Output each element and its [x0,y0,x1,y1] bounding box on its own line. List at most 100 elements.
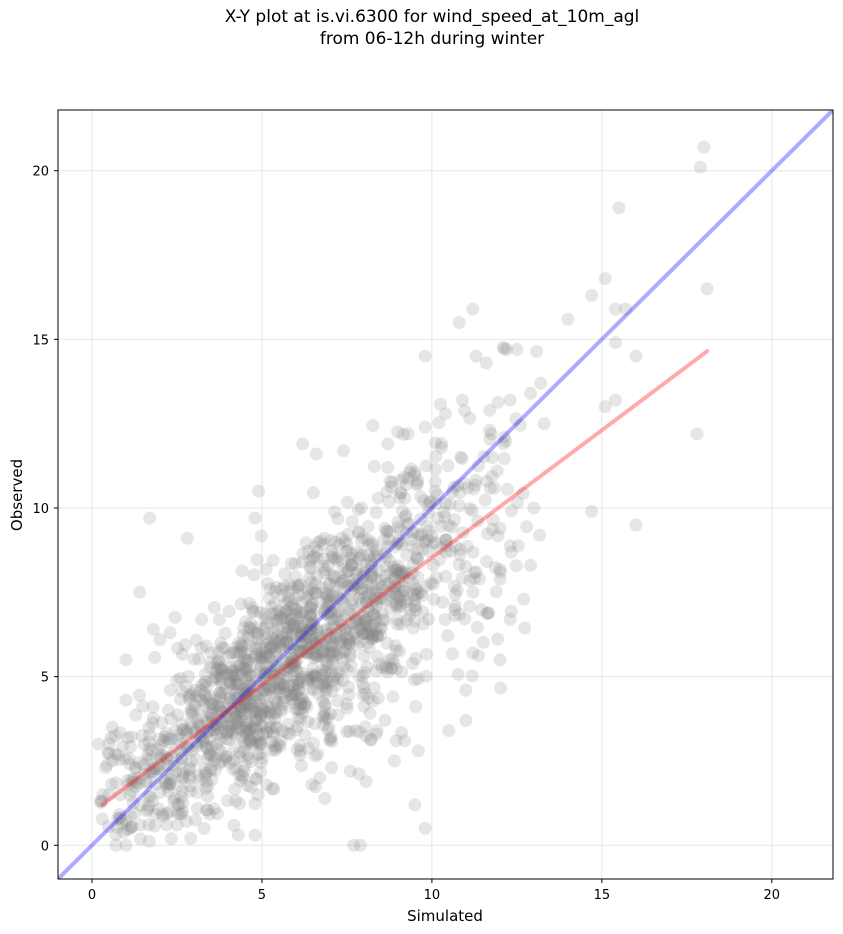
data-point [105,754,119,768]
data-point [137,737,151,751]
data-point [461,481,475,495]
data-point [139,774,153,788]
data-point [325,761,338,775]
data-point [358,621,372,635]
data-point [290,720,304,734]
data-point [338,623,352,637]
data-point [406,558,420,572]
chart-title-line-2: from 06-12h during winter [319,29,545,49]
data-point [409,600,423,614]
data-point [280,670,294,684]
data-point [205,772,219,786]
data-point [219,681,233,695]
data-point [388,540,402,554]
data-point [227,753,241,767]
data-point [318,680,332,694]
data-point [367,608,381,622]
data-point [341,527,355,541]
data-point [308,749,322,763]
data-point [325,550,339,564]
data-point [184,716,198,730]
data-point [321,559,335,573]
data-point [293,748,307,762]
data-point [364,733,378,747]
data-point [296,555,310,569]
data-point [285,598,299,612]
data-point [305,636,319,650]
data-point [337,660,351,673]
data-point [295,636,309,650]
data-point [337,444,350,458]
data-point [408,599,421,613]
data-point [390,617,404,631]
data-point [222,733,236,747]
data-point [412,529,426,543]
data-point [326,548,340,561]
data-point [193,773,207,786]
data-point [463,502,477,516]
data-point [261,615,275,629]
data-point [283,727,297,741]
data-point [279,605,293,619]
data-point [291,578,305,592]
data-point [364,627,378,641]
data-point [196,724,209,738]
data-point [321,711,335,725]
data-point [193,683,207,697]
data-point [313,634,326,648]
data-point [260,725,274,739]
data-point [275,629,289,643]
data-point [140,804,154,818]
data-point [411,474,425,488]
data-point [304,562,318,576]
data-point [301,741,315,755]
data-point [195,694,209,708]
data-point [425,529,439,543]
data-point [378,713,392,727]
data-point [530,345,544,358]
data-point [249,772,263,786]
data-point [242,751,256,765]
data-point [417,617,431,631]
data-point [201,723,215,737]
data-point [129,761,143,775]
data-point [418,821,432,835]
data-point [363,619,377,633]
data-point [304,682,318,695]
data-point [190,735,204,749]
data-point [236,693,250,707]
data-point [325,640,339,654]
data-point [408,593,422,607]
data-point [323,707,337,721]
data-point [428,475,442,489]
data-point [229,717,242,731]
data-point [467,566,481,579]
data-point [220,794,234,808]
data-point [390,566,404,580]
data-point [205,749,219,763]
data-point [317,566,331,580]
data-point [330,628,344,642]
data-point [436,595,450,609]
data-point [466,302,480,316]
data-point [322,578,336,592]
data-point [230,715,244,729]
data-point [356,669,370,683]
data-point [404,602,417,616]
data-point [295,609,309,623]
data-point [429,536,443,550]
data-point [260,627,274,641]
data-point [213,757,227,771]
data-point [233,797,246,811]
data-point [352,767,366,781]
data-point [188,699,202,713]
data-point [133,818,147,832]
chart-title-line-1: X-Y plot at is.vi.6300 for wind_speed_at… [224,7,640,27]
data-point [311,624,325,638]
data-point [221,718,235,732]
data-point [304,554,318,568]
data-point [254,654,268,668]
data-point [223,677,237,691]
data-point [222,604,236,618]
data-point [380,594,394,608]
